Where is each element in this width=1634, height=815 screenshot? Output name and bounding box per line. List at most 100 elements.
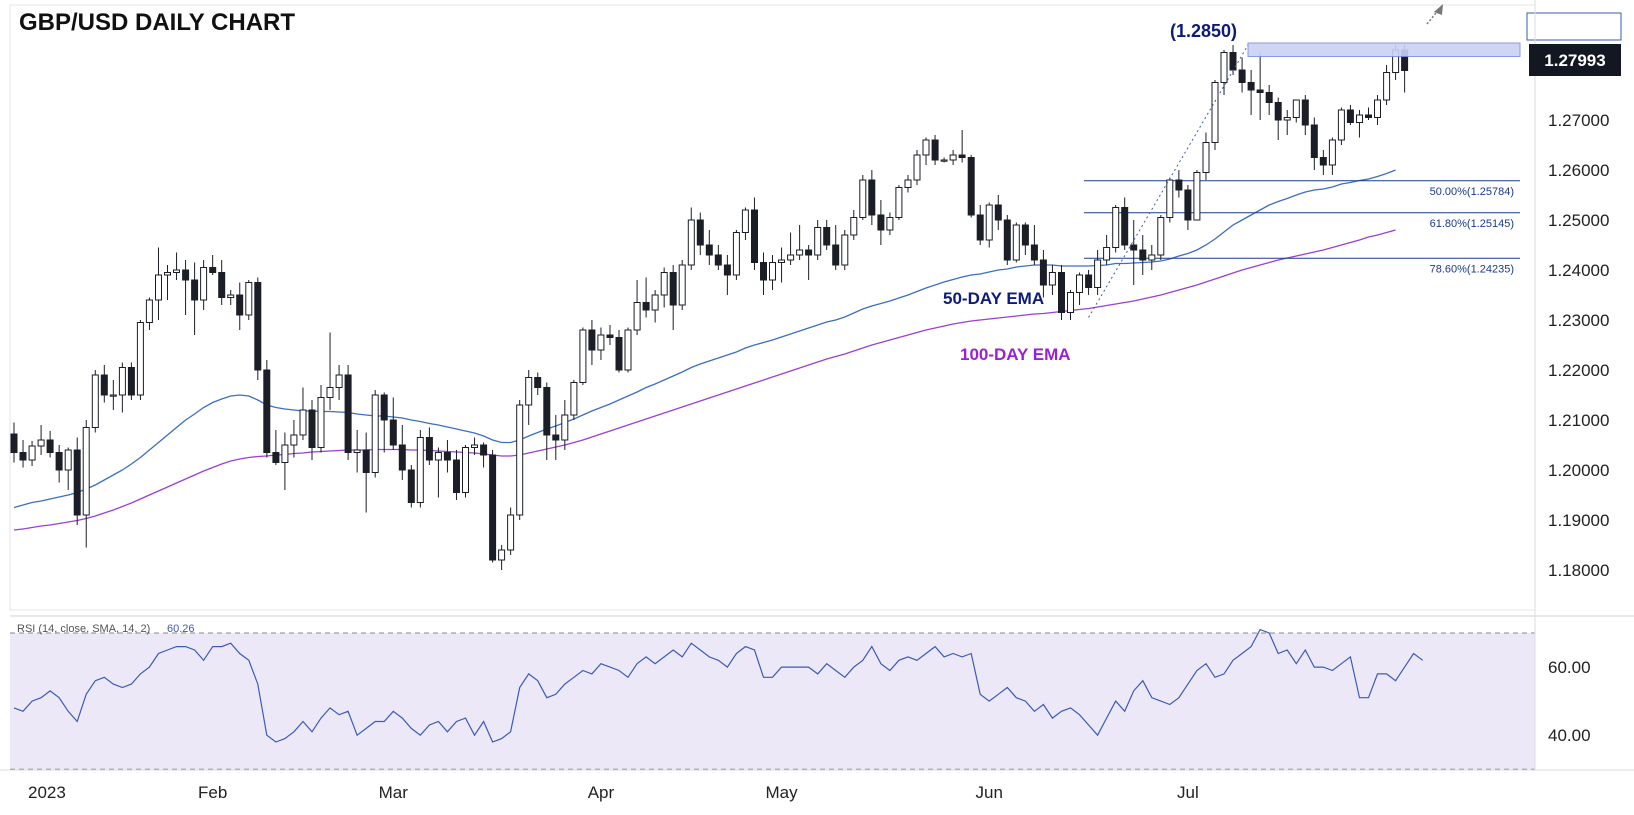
- candle[interactable]: [732, 230, 740, 280]
- candle[interactable]: [64, 447, 72, 491]
- candle[interactable]: [678, 260, 686, 310]
- candle[interactable]: [886, 212, 894, 236]
- candle[interactable]: [462, 445, 469, 498]
- candle[interactable]: [534, 372, 542, 396]
- main-price-pane[interactable]: 50.00%(1.25784) 61.80%(1.25145) 78.60%(1.2…: [9, 4, 1536, 611]
- candle[interactable]: [877, 200, 885, 245]
- candle[interactable]: [227, 290, 235, 305]
- candle[interactable]: [236, 282, 244, 331]
- candle[interactable]: [1103, 235, 1111, 265]
- candle[interactable]: [263, 360, 271, 458]
- candle[interactable]: [1383, 65, 1391, 105]
- candle[interactable]: [1157, 215, 1165, 260]
- candle[interactable]: [82, 420, 90, 548]
- candle[interactable]: [443, 440, 451, 473]
- candle[interactable]: [913, 150, 921, 185]
- candle[interactable]: [335, 365, 343, 400]
- candle[interactable]: [416, 430, 424, 508]
- candle[interactable]: [597, 327, 605, 361]
- candle[interactable]: [489, 450, 497, 563]
- candle[interactable]: [931, 135, 939, 165]
- candle[interactable]: [814, 220, 822, 260]
- candle[interactable]: [317, 385, 325, 453]
- candle[interactable]: [118, 362, 126, 413]
- candle[interactable]: [615, 330, 623, 373]
- candle[interactable]: [1039, 250, 1047, 298]
- candle[interactable]: [651, 290, 659, 323]
- candle[interactable]: [606, 325, 614, 345]
- candle[interactable]: [570, 380, 578, 420]
- candle[interactable]: [425, 427, 433, 466]
- candle[interactable]: [751, 197, 758, 271]
- candle[interactable]: [741, 207, 749, 241]
- candle[interactable]: [434, 447, 442, 498]
- candle[interactable]: [705, 230, 713, 265]
- candle[interactable]: [1274, 97, 1282, 141]
- candle[interactable]: [1319, 150, 1327, 175]
- rsi-pane[interactable]: [10, 628, 1535, 770]
- candle[interactable]: [1112, 205, 1120, 253]
- candle[interactable]: [1130, 220, 1138, 285]
- candle[interactable]: [949, 150, 957, 165]
- candle[interactable]: [281, 432, 289, 491]
- candle[interactable]: [832, 225, 840, 270]
- candle[interactable]: [778, 247, 785, 283]
- candle[interactable]: [272, 430, 280, 465]
- candle[interactable]: [1048, 265, 1056, 295]
- candle[interactable]: [46, 431, 54, 458]
- candle[interactable]: [1292, 99, 1300, 123]
- candle[interactable]: [200, 260, 208, 310]
- candle[interactable]: [1121, 197, 1129, 251]
- candle[interactable]: [507, 507, 515, 556]
- candle[interactable]: [145, 297, 153, 331]
- candle[interactable]: [1256, 52, 1264, 121]
- candle[interactable]: [498, 545, 506, 570]
- candle[interactable]: [579, 327, 587, 386]
- candle-layer[interactable]: [10, 45, 1409, 570]
- candle[interactable]: [55, 445, 63, 483]
- candle[interactable]: [164, 265, 171, 300]
- candle[interactable]: [1301, 95, 1309, 135]
- candle[interactable]: [1337, 107, 1345, 146]
- candle[interactable]: [299, 387, 307, 441]
- candle[interactable]: [669, 265, 677, 330]
- candle[interactable]: [642, 277, 650, 318]
- candle[interactable]: [1139, 235, 1147, 275]
- candle[interactable]: [1238, 57, 1246, 93]
- candle[interactable]: [1058, 265, 1065, 320]
- candle[interactable]: [209, 255, 217, 275]
- candle[interactable]: [660, 267, 668, 308]
- candle[interactable]: [516, 400, 524, 520]
- candle[interactable]: [922, 137, 930, 166]
- candle[interactable]: [480, 442, 488, 468]
- candle[interactable]: [173, 252, 180, 281]
- candle[interactable]: [1085, 270, 1093, 295]
- candle[interactable]: [823, 220, 831, 250]
- candle[interactable]: [967, 155, 975, 218]
- candle[interactable]: [100, 365, 108, 403]
- candle[interactable]: [1328, 137, 1336, 176]
- candle[interactable]: [1211, 80, 1219, 150]
- candle[interactable]: [73, 437, 81, 526]
- candle[interactable]: [1184, 185, 1192, 230]
- candle[interactable]: [453, 450, 460, 500]
- candle[interactable]: [561, 400, 569, 450]
- candle[interactable]: [471, 437, 478, 456]
- price-axis[interactable]: 1.18000 1.19000 1.20000 1.21000 1.22000 1.230…: [1526, 12, 1622, 580]
- candle[interactable]: [859, 175, 867, 220]
- candle[interactable]: [868, 170, 876, 225]
- candle[interactable]: [1202, 132, 1210, 181]
- candle[interactable]: [380, 392, 388, 453]
- candle[interactable]: [398, 425, 406, 480]
- candle[interactable]: [1265, 85, 1273, 115]
- candle[interactable]: [371, 390, 379, 478]
- candle[interactable]: [362, 432, 370, 513]
- candle[interactable]: [1166, 177, 1174, 223]
- candle[interactable]: [290, 420, 298, 458]
- candle[interactable]: [985, 202, 993, 248]
- candle[interactable]: [155, 247, 162, 321]
- candle[interactable]: [1193, 170, 1201, 221]
- candle[interactable]: [805, 245, 813, 280]
- candle[interactable]: [1283, 110, 1291, 135]
